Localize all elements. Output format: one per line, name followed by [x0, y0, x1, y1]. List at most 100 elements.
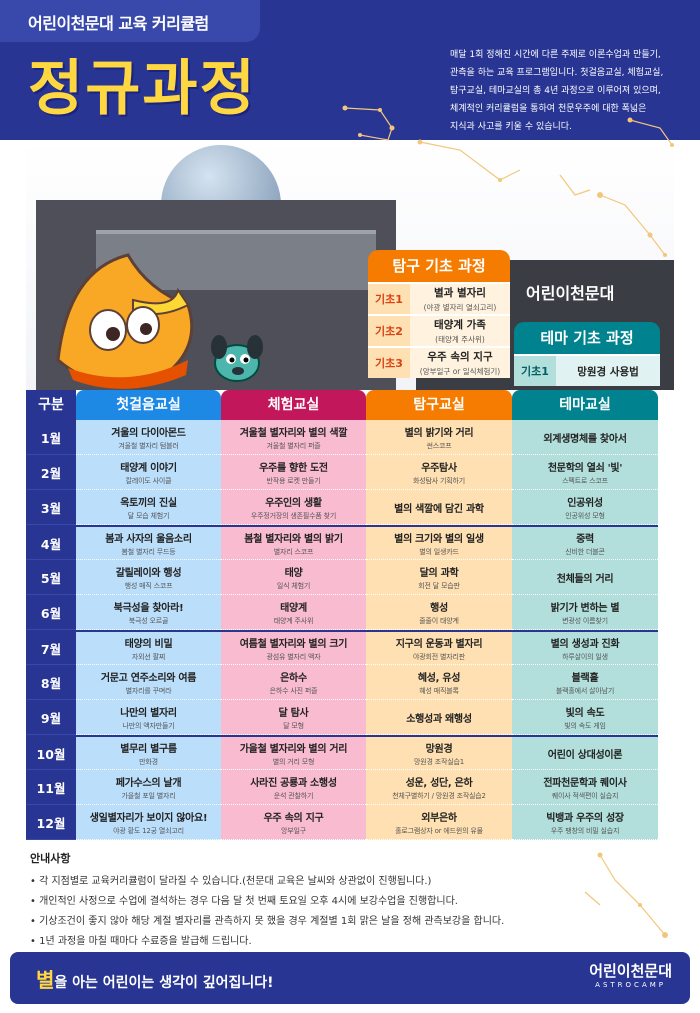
- lesson-activity: 운석 관찰하기: [273, 791, 314, 800]
- tamgu-basic-topic: 우주 속의 지구: [427, 351, 493, 363]
- month-cell: 3월: [26, 490, 76, 525]
- lesson-activity: 봄철 별자리 무드등: [121, 547, 176, 556]
- footer-slogan: 별을 아는 어린이는 생각이 깊어집니다!: [36, 964, 274, 993]
- table-row: 8월 거문고 연주소리와 여름 별자리를 꾸며라 은하수 은하수 사진 퍼즐 혜성, 유성…: [26, 665, 658, 700]
- header-desc-line: 관측을 하는 교육 프로그램입니다. 첫걸음교실, 체험교실,: [450, 68, 664, 78]
- lesson-title: 태양의 비밀: [124, 638, 173, 650]
- lesson-cell: 망원경 망원경 조작실습1: [366, 737, 512, 770]
- tamgu-basic-row: 기초1 별과 별자리 (야광 별자리 열쇠고리): [368, 282, 510, 314]
- month-cell: 7월: [26, 632, 76, 665]
- lesson-activity: 혜성 매직블록: [419, 686, 459, 695]
- month-cell: 11월: [26, 770, 76, 805]
- lesson-cell: 천체들의 거리: [512, 560, 658, 595]
- lesson-cell: 행성 줄줄이 태양계: [366, 595, 512, 630]
- header-desc-line: 지식과 사고를 키울 수 있습니다.: [450, 122, 572, 132]
- month-cell: 10월: [26, 737, 76, 770]
- tamgu-basic-topic: 태양계 가족: [434, 319, 486, 331]
- lesson-activity: 천체구별하기 / 망원경 조작실습2: [392, 791, 486, 800]
- footer-banner: 별을 아는 어린이는 생각이 깊어집니다! 어린이천문대 ASTROCAMP: [10, 952, 690, 1004]
- lesson-cell: 북극성을 찾아라! 북극성 오르골: [76, 595, 221, 630]
- lesson-title: 별의 생성과 진화: [550, 638, 620, 650]
- tamgu-basic-label: 기초2: [368, 316, 410, 346]
- header-subtitle-tab: 어린이천문대 교육 커리큘럼: [0, 0, 260, 42]
- tamgu-basic-activity: (태양계 주사위): [435, 335, 485, 344]
- notice-title: 안내사항: [30, 852, 71, 865]
- lesson-cell: 우주를 향한 도전 반작용 로켓 만들기: [221, 455, 366, 490]
- lesson-title: 여름철 별자리와 별의 크기: [239, 638, 348, 650]
- lesson-title: 옥토끼의 진실: [120, 497, 177, 509]
- header-desc-line: 체계적인 커리큘럼을 통하여 천문우주에 대한 폭넓은: [450, 104, 647, 114]
- lesson-title: 지구의 운동과 별자리: [395, 638, 483, 650]
- lesson-cell: 전파천문학과 퀘이사 퀘이사 적색편이 실습지: [512, 770, 658, 805]
- lesson-title: 우주 속의 지구: [263, 812, 324, 824]
- thema-basic-topic: 망원경 사용법: [577, 365, 639, 378]
- table-row: 1월 겨울의 다이아몬드 겨울철 별자리 텀블러 겨울철 별자리와 별의 색깔 겨울철 …: [26, 420, 658, 455]
- lesson-activity: 달 모습 체험기: [127, 511, 170, 520]
- lesson-title: 별의 색깔에 담긴 과학: [394, 503, 484, 515]
- lesson-title: 천체들의 거리: [556, 573, 614, 585]
- lesson-activity: 칼레이도 사이클: [125, 476, 172, 485]
- lesson-title: 밝기가 변하는 별: [550, 602, 620, 614]
- logo-subtext: ASTROCAMP: [595, 981, 666, 989]
- lesson-title: 달의 과학: [419, 567, 459, 579]
- lesson-cell: 봄철 별자리와 별의 밝기 별자리 스코프: [221, 527, 366, 560]
- lesson-title: 별의 밝기와 거리: [404, 427, 474, 439]
- dog-character: [211, 335, 263, 382]
- lesson-cell: 소행성과 왜행성: [366, 700, 512, 735]
- lesson-cell: 어린이 상대성이론: [512, 737, 658, 770]
- lesson-activity: 화성탐사 기획하기: [413, 476, 465, 485]
- table-row: 12월 생일별자리가 보이지 않아요! 야광 황도 12궁 열쇠고리 우주 속의 지구…: [26, 805, 658, 840]
- header-first-step: 첫걸음교실: [76, 390, 221, 420]
- lesson-cell: 인공위성 인공위성 모형: [512, 490, 658, 525]
- lesson-cell: 빛의 속도 빛의 속도 게임: [512, 700, 658, 735]
- lesson-activity: 하루살이의 일생: [562, 652, 608, 661]
- lesson-title: 별무리 별구름: [120, 743, 177, 755]
- lesson-activity: 블랙홀에서 살아남기: [555, 686, 615, 695]
- lesson-title: 봄과 사자의 울음소리: [105, 533, 192, 545]
- lesson-title: 겨울의 다이아몬드: [111, 427, 186, 439]
- month-cell: 2월: [26, 455, 76, 490]
- mascot-character: [56, 253, 194, 389]
- lesson-cell: 태양계 태양계 주사위: [221, 595, 366, 630]
- header-theme: 테마교실: [512, 390, 658, 420]
- table-row: 10월 별무리 별구름 만화경 가을철 별자리와 별의 거리 별의 거리 모형 망원경 망원…: [26, 735, 658, 770]
- thema-basic-cell: 망원경 사용법: [556, 356, 660, 386]
- slogan-text: 을 아는 어린이는 생각이 깊어집니다!: [54, 975, 274, 991]
- lesson-activity: 행성 매직 스코프: [124, 581, 173, 590]
- lesson-cell: 우주 속의 지구 앙부일구: [221, 805, 366, 840]
- lesson-activity: 광섬유 별자리 액자: [266, 652, 321, 661]
- lesson-title: 외계생명체를 찾아서: [543, 433, 627, 445]
- lesson-activity: 우주 팽창의 비밀 실습지: [550, 826, 620, 835]
- month-cell: 5월: [26, 560, 76, 595]
- lesson-cell: 겨울의 다이아몬드 겨울철 별자리 텀블러: [76, 420, 221, 455]
- lesson-cell: 외부은하 홀로그램상자 or 에드윈의 유물: [366, 805, 512, 840]
- lesson-title: 전파천문학과 퀘이사: [543, 777, 627, 789]
- month-cell: 12월: [26, 805, 76, 840]
- lesson-title: 거문고 연주소리와 여름: [100, 672, 197, 684]
- lesson-cell: 겨울철 별자리와 별의 색깔 겨울철 별자리 퍼즐: [221, 420, 366, 455]
- lesson-activity: 별의 거리 모형: [272, 757, 315, 766]
- lesson-activity: 달 모형: [283, 721, 304, 730]
- lesson-activity: 은하수 사진 퍼즐: [269, 686, 318, 695]
- lesson-cell: 갈릴레이와 행성 행성 매직 스코프: [76, 560, 221, 595]
- lesson-cell: 태양의 비밀 자외선 팔찌: [76, 632, 221, 665]
- lesson-title: 나만의 별자리: [120, 707, 177, 719]
- thema-basic-label: 기초1: [514, 356, 556, 386]
- tamgu-basic-title: 탐구 기초 과정: [368, 250, 510, 282]
- lesson-activity: 인공위성 모형: [565, 511, 605, 520]
- lesson-activity: 줄줄이 태양계: [419, 616, 459, 625]
- lesson-cell: 달의 과학 회전 달 모습판: [366, 560, 512, 595]
- month-cell: 9월: [26, 700, 76, 735]
- tamgu-basic-cell: 별과 별자리 (야광 별자리 열쇠고리): [410, 284, 510, 314]
- table-row: 6월 북극성을 찾아라! 북극성 오르골 태양계 태양계 주사위 행성 줄줄이 태양계 밝기가…: [26, 595, 658, 630]
- lesson-title: 페가수스의 날개: [115, 777, 182, 789]
- lesson-cell: 별의 색깔에 담긴 과학: [366, 490, 512, 525]
- lesson-activity: 북극성 오르골: [128, 616, 169, 625]
- month-cell: 1월: [26, 420, 76, 455]
- month-cell: 4월: [26, 527, 76, 560]
- lesson-title: 우주를 향한 도전: [259, 462, 328, 474]
- lesson-title: 사라진 공룡과 소행성: [250, 777, 337, 789]
- table-header-row: 구분 첫걸음교실 체험교실 탐구교실 테마교실: [26, 390, 658, 420]
